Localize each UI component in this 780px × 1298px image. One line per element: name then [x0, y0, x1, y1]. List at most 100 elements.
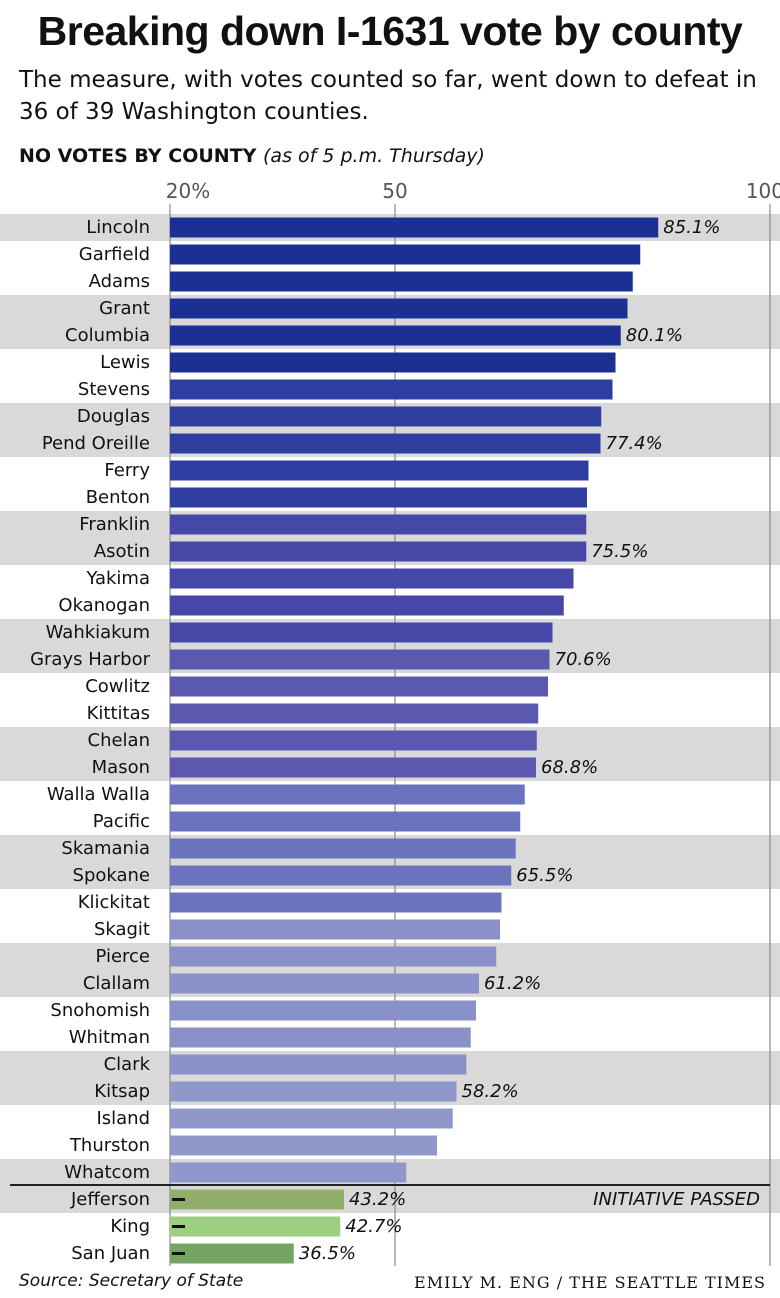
bar — [170, 892, 502, 913]
bar — [170, 838, 516, 859]
bar — [170, 703, 539, 724]
bar — [170, 730, 537, 751]
passed-note: INITIATIVE PASSED — [593, 1189, 760, 1210]
data-label: 58.2% — [462, 1081, 519, 1102]
category-label: Skamania — [61, 838, 150, 859]
bar-chart: 20% 50 100 Lincoln 85.1% Garfield Adams Grant Co… — [0, 179, 780, 1266]
x-tick-label: 50 — [382, 179, 407, 203]
bar — [170, 514, 587, 535]
source-note: Source: Secretary of State — [19, 1271, 244, 1291]
bar — [170, 487, 587, 508]
category-label: Kitsap — [94, 1081, 150, 1102]
category-label: Columbia — [65, 325, 150, 346]
category-label: Pacific — [93, 811, 150, 832]
category-label: Wahkiakum — [46, 622, 150, 643]
category-label: Island — [96, 1108, 150, 1129]
section-label: NO VOTES BY COUNTY — [19, 145, 257, 167]
category-label: Pend Oreille — [42, 433, 150, 454]
category-label: Franklin — [79, 514, 150, 535]
category-label: Thurston — [69, 1135, 150, 1156]
bar — [170, 1243, 294, 1264]
x-tick-label: 100 — [746, 179, 780, 203]
data-label: 36.5% — [299, 1243, 356, 1264]
category-label: Clallam — [83, 973, 150, 994]
category-label: Spokane — [73, 865, 150, 886]
bar — [170, 1054, 467, 1075]
category-label: Adams — [89, 271, 150, 292]
bar — [170, 460, 589, 481]
category-label: San Juan — [71, 1243, 150, 1264]
category-label: Whitman — [69, 1027, 150, 1048]
bar — [170, 1135, 437, 1156]
bar — [170, 244, 641, 265]
section-note: (as of 5 p.m. Thursday) — [263, 145, 485, 167]
category-label: Garfield — [79, 244, 150, 265]
category-label: Walla Walla — [47, 784, 150, 805]
category-label: Lewis — [100, 352, 150, 373]
bar — [170, 811, 521, 832]
credit-line: EMILY M. ENG / THE SEATTLE TIMES — [414, 1273, 766, 1292]
bar — [170, 865, 512, 886]
bar — [170, 676, 548, 697]
data-label: 65.5% — [516, 865, 573, 886]
bar — [170, 1189, 344, 1210]
bar — [170, 325, 621, 346]
bar — [170, 946, 497, 967]
passed-marker — [172, 1198, 185, 1201]
bar — [170, 1216, 341, 1237]
category-label: Chelan — [88, 730, 151, 751]
bar — [170, 541, 587, 562]
category-label: Clark — [104, 1054, 151, 1075]
category-label: Pierce — [95, 946, 150, 967]
data-label: 68.8% — [541, 757, 598, 778]
chart-title: Breaking down I-1631 vote by county — [37, 8, 743, 54]
bar — [170, 1162, 407, 1183]
bar — [170, 1027, 471, 1048]
bar — [170, 406, 602, 427]
bar — [170, 595, 564, 616]
bar — [170, 298, 628, 319]
bar — [170, 919, 500, 940]
section-heading: NO VOTES BY COUNTY (as of 5 p.m. Thursda… — [19, 145, 485, 167]
category-label: Yakima — [85, 568, 150, 589]
category-label: Stevens — [78, 379, 150, 400]
category-label: Ferry — [104, 460, 150, 481]
data-label: 70.6% — [555, 649, 612, 670]
bar — [170, 1108, 453, 1129]
bar — [170, 973, 479, 994]
data-label: 42.7% — [345, 1216, 402, 1237]
data-label: 80.1% — [626, 325, 683, 346]
category-label: Klickitat — [78, 892, 150, 913]
category-label: Asotin — [94, 541, 150, 562]
category-label: Jefferson — [70, 1189, 150, 1210]
category-label: Skagit — [94, 919, 150, 940]
category-label: Douglas — [77, 406, 150, 427]
bar — [170, 622, 553, 643]
bar — [170, 271, 633, 292]
category-label: Mason — [92, 757, 150, 778]
category-label: Grant — [99, 298, 150, 319]
bar — [170, 649, 550, 670]
category-label: Grays Harbor — [30, 649, 151, 670]
passed-marker — [172, 1225, 185, 1228]
bar — [170, 217, 659, 238]
bar — [170, 757, 536, 778]
category-label: King — [110, 1216, 150, 1237]
bar — [170, 379, 613, 400]
passed-marker — [172, 1252, 185, 1255]
x-tick-label: 20% — [166, 179, 210, 203]
chart-subtitle: The measure, with votes counted so far, … — [19, 67, 757, 125]
data-label: 75.5% — [591, 541, 648, 562]
data-label: 61.2% — [484, 973, 541, 994]
category-label: Benton — [86, 487, 150, 508]
bar — [170, 1081, 457, 1102]
category-label: Snohomish — [50, 1000, 150, 1021]
data-label: 43.2% — [349, 1189, 406, 1210]
bar — [170, 433, 601, 454]
category-label: Okanogan — [58, 595, 150, 616]
row-band — [0, 1186, 780, 1213]
category-label: Kittitas — [87, 703, 150, 724]
category-label: Lincoln — [86, 217, 150, 238]
bar — [170, 784, 525, 805]
data-label: 77.4% — [606, 433, 663, 454]
